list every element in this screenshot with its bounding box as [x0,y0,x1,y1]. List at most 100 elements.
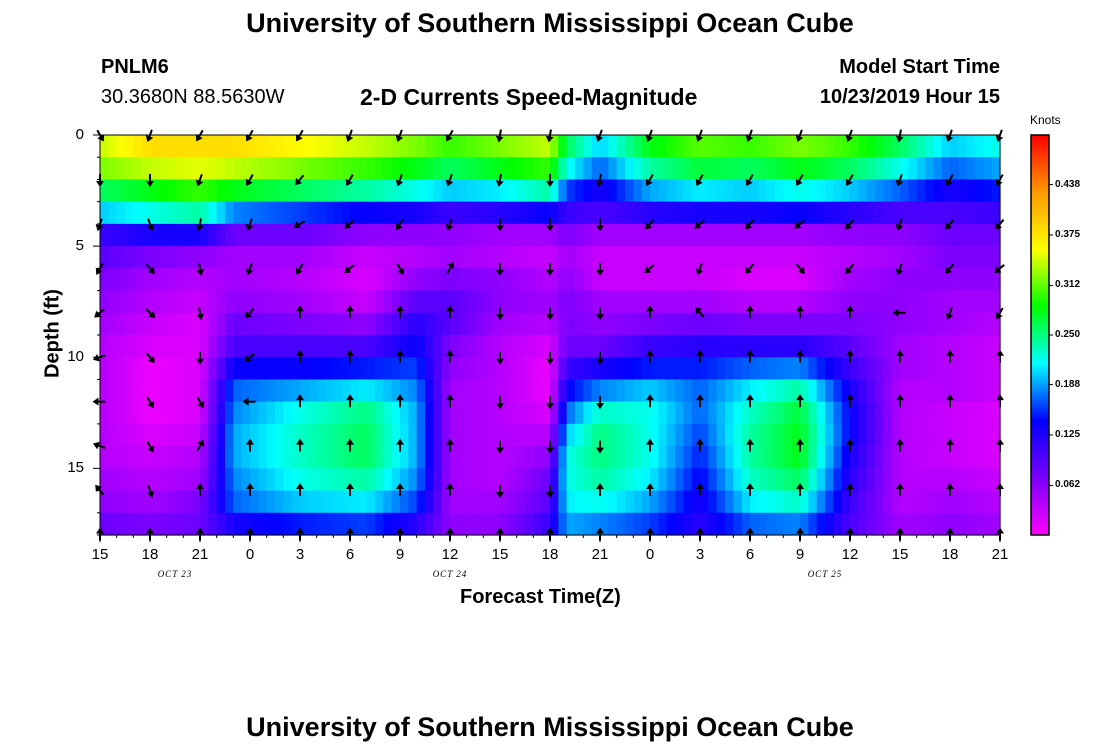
heatmap-cell [991,423,1001,447]
heatmap-cell [725,401,734,425]
heatmap-cell [875,157,884,181]
heatmap-cell [325,490,334,514]
heatmap-cell [400,401,409,425]
x-tick-label: 12 [841,546,859,563]
heatmap-cell [725,201,734,225]
heatmap-cell [916,135,926,158]
heatmap-cell [650,201,659,225]
heatmap-cell [100,290,109,314]
heatmap-cell [858,468,868,492]
heatmap-cell [641,512,651,536]
current-vector [196,439,205,452]
current-vector [945,219,955,230]
heatmap-cell [558,379,568,403]
heatmap-cell [166,468,176,492]
heatmap-cell [441,135,451,158]
heatmap-cell [858,312,868,336]
heatmap-cell [258,290,268,314]
heatmap-cell [708,335,718,358]
heatmap-cell [683,423,693,447]
heatmap-cell [925,357,934,381]
heatmap-cell [508,223,518,247]
heatmap-cell [400,201,409,225]
heatmap-cell [250,357,259,381]
heatmap-cell [316,446,326,469]
heatmap-cell [133,401,143,425]
heatmap-cell [416,201,426,225]
heatmap-cell [816,312,826,336]
heatmap-cell [416,157,426,181]
heatmap-cell [733,401,743,425]
heatmap-cell [625,490,634,514]
heatmap-cell [966,179,976,203]
heatmap-cell [416,135,426,158]
heatmap-cell [975,423,984,447]
heatmap-cell [408,179,418,203]
heatmap-cell [208,357,218,381]
heatmap-cell [275,246,284,269]
heatmap-cell [233,423,243,447]
heatmap-cell [858,335,868,358]
current-vector [145,352,155,363]
heatmap-cell [925,512,934,536]
heatmap-cell [491,512,501,536]
heatmap-cell [483,423,493,447]
heatmap-cell [858,135,868,158]
heatmap-cell [625,201,634,225]
heatmap-cell [641,468,651,492]
current-vector [596,262,604,276]
heatmap-cell [625,335,634,358]
heatmap-cell [583,179,593,203]
heatmap-cell [191,179,201,203]
heatmap-cell [100,201,109,225]
heatmap-cell [233,312,243,336]
heatmap-cell [783,468,793,492]
heatmap-cell [133,335,143,358]
heatmap-cell [850,290,859,314]
heatmap-cell [308,357,318,381]
current-vector [496,262,504,276]
heatmap-cell [508,446,518,469]
heatmap-cell [416,268,426,292]
current-vector [296,394,304,408]
heatmap-cell [441,246,451,269]
heatmap-cell [508,312,518,336]
heatmap-cell [933,468,943,492]
current-vector [296,349,304,363]
heatmap-cell [608,379,618,403]
heatmap-cell [950,401,959,425]
heatmap-cell [775,490,784,514]
heatmap-cell [166,379,176,403]
heatmap-cell [975,512,984,536]
heatmap-cell [816,223,826,247]
heatmap-cell [166,135,176,158]
heatmap-cell [708,401,718,425]
heatmap-cell [233,335,243,358]
heatmap-cell [258,379,268,403]
heatmap-cell [808,312,818,336]
heatmap-cell [258,268,268,292]
heatmap-cell [691,490,701,514]
heatmap-cell [258,335,268,358]
heatmap-cell [433,246,443,269]
heatmap-cell [866,223,876,247]
heatmap-cell [966,335,976,358]
heatmap-cell [866,446,876,469]
heatmap-cell [566,223,576,247]
heatmap-cell [716,401,726,425]
heatmap-cell [733,290,743,314]
heatmap-cell [958,379,968,403]
colorbar-tick-label: 0.125 [1055,429,1081,440]
heatmap-cell [925,379,934,403]
heatmap-cell [366,512,376,536]
heatmap-cell [708,468,718,492]
heatmap-cell [391,179,401,203]
current-vector [244,352,255,363]
heatmap-cell [391,446,401,469]
heatmap-cell [741,246,751,269]
heatmap-cell [708,223,718,247]
current-vector [845,174,854,186]
heatmap-cell [575,201,584,225]
heatmap-cell [266,335,276,358]
heatmap-cell [241,179,251,203]
